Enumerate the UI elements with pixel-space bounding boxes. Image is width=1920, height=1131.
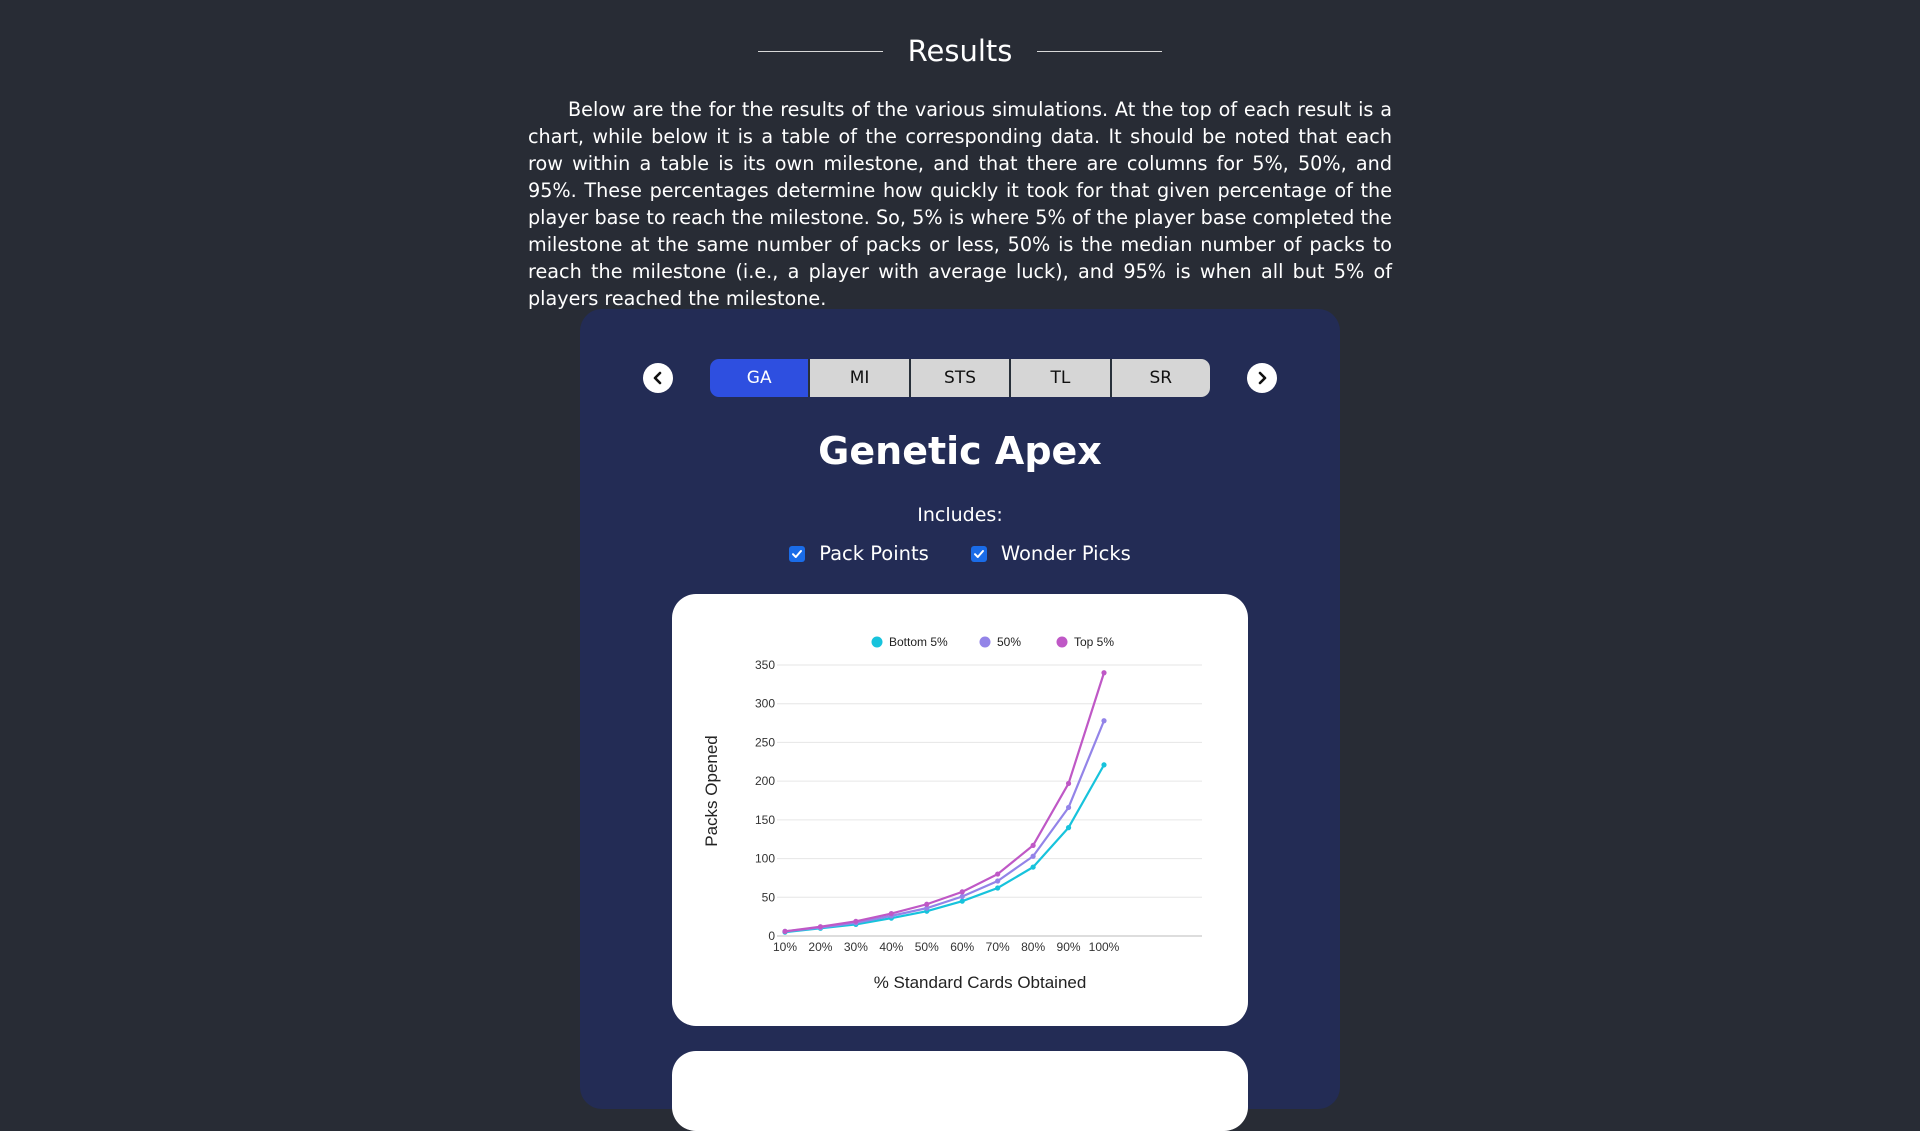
- legend-label: 50%: [997, 635, 1021, 649]
- chart-card: 0 50 100 150 200 250 300 350 10% 20% 30% 40% 50% 60% 7…: [672, 594, 1248, 1026]
- y-tick-label: 300: [755, 697, 775, 711]
- line-chart: 0 50 100 150 200 250 300 350 10% 20% 30% 40% 50% 60% 7…: [702, 635, 1202, 992]
- x-tick-label: 60%: [950, 940, 974, 954]
- chart-legend: Bottom 5% 50% Top 5%: [871, 635, 1114, 649]
- data-point: [853, 918, 859, 924]
- legend-label: Bottom 5%: [889, 635, 948, 649]
- data-point: [1030, 842, 1036, 849]
- legend-label: Top 5%: [1074, 635, 1114, 649]
- chart-series: [782, 670, 1107, 935]
- pack-points-checkbox[interactable]: [789, 545, 806, 562]
- x-tick-label: 70%: [986, 940, 1010, 954]
- data-point: [888, 910, 894, 917]
- y-tick-label: 250: [755, 735, 775, 749]
- data-point: [959, 898, 965, 904]
- tab-sr[interactable]: SR: [1111, 359, 1210, 397]
- data-point: [1065, 780, 1072, 787]
- prev-set-button[interactable]: [643, 363, 673, 393]
- wonder-picks-option[interactable]: Wonder Picks: [970, 542, 1131, 565]
- next-set-button[interactable]: [1247, 363, 1277, 393]
- intro-paragraph: Below are the for the results of the var…: [528, 98, 1392, 310]
- chevron-left-icon: [653, 371, 662, 385]
- data-point: [782, 928, 788, 934]
- legend-marker: [979, 636, 991, 648]
- data-table-card: [672, 1051, 1248, 1131]
- y-tick-label: 150: [755, 813, 775, 827]
- data-point: [959, 893, 965, 900]
- data-point: [1030, 864, 1036, 870]
- series-line: [784, 672, 1106, 933]
- data-point: [1030, 853, 1036, 859]
- x-tick-label: 90%: [1057, 940, 1081, 954]
- legend-marker: [871, 636, 883, 648]
- page-title: Results: [907, 34, 1013, 68]
- x-tick-label: 40%: [879, 940, 903, 954]
- x-tick-label: 30%: [844, 940, 868, 954]
- series-line: [784, 720, 1106, 933]
- y-tick-label: 200: [755, 774, 775, 788]
- x-axis-label: % Standard Cards Obtained: [874, 973, 1087, 992]
- pack-points-label: Pack Points: [819, 542, 929, 565]
- chart-grid: [777, 664, 1202, 937]
- wonder-picks-checkbox[interactable]: [970, 545, 987, 562]
- tab-ga[interactable]: GA: [710, 359, 809, 397]
- data-point: [924, 905, 930, 911]
- data-point: [817, 924, 824, 930]
- y-tick-label: 50: [762, 890, 776, 904]
- data-point: [1101, 670, 1107, 676]
- x-tick-label: 100%: [1089, 940, 1120, 954]
- data-point: [1101, 762, 1107, 768]
- data-point: [959, 889, 965, 895]
- legend-marker: [1056, 636, 1068, 648]
- header-rule-left: [757, 50, 883, 52]
- tab-tl[interactable]: TL: [1011, 359, 1110, 397]
- x-tick-label: 80%: [1021, 940, 1045, 954]
- y-axis-label: Packs Opened: [702, 735, 721, 847]
- wonder-picks-label: Wonder Picks: [1000, 542, 1131, 565]
- set-tabs: GA MI STS TL SR: [710, 359, 1210, 397]
- y-tick-label: 100: [755, 852, 775, 866]
- tab-sts[interactable]: STS: [910, 359, 1010, 397]
- checkmark-icon: [973, 549, 984, 558]
- include-options: Pack Points Wonder Picks: [580, 542, 1340, 565]
- includes-label: Includes:: [917, 504, 1003, 526]
- data-point: [1101, 718, 1107, 724]
- y-tick-label: 0: [768, 929, 775, 943]
- checkmark-icon: [792, 549, 803, 558]
- data-point: [995, 871, 1001, 877]
- tab-mi[interactable]: MI: [810, 359, 909, 397]
- series-line: [784, 764, 1105, 934]
- y-tick-label: 350: [755, 658, 775, 672]
- chevron-right-icon: [1258, 371, 1267, 385]
- set-title: Genetic Apex: [818, 429, 1102, 473]
- data-point: [924, 901, 930, 907]
- header-rule-right: [1037, 50, 1163, 52]
- results-header: Results: [0, 28, 1920, 74]
- x-tick-label: 20%: [808, 940, 832, 954]
- chart-axes: 0 50 100 150 200 250 300 350 10% 20% 30% 40% 50% 60% 7…: [755, 658, 1120, 954]
- data-point: [995, 878, 1001, 884]
- data-point: [995, 885, 1001, 891]
- x-tick-label: 10%: [773, 940, 797, 954]
- data-point: [1065, 804, 1072, 811]
- x-tick-label: 50%: [915, 940, 939, 954]
- data-point: [1065, 825, 1072, 831]
- pack-points-option[interactable]: Pack Points: [789, 542, 929, 565]
